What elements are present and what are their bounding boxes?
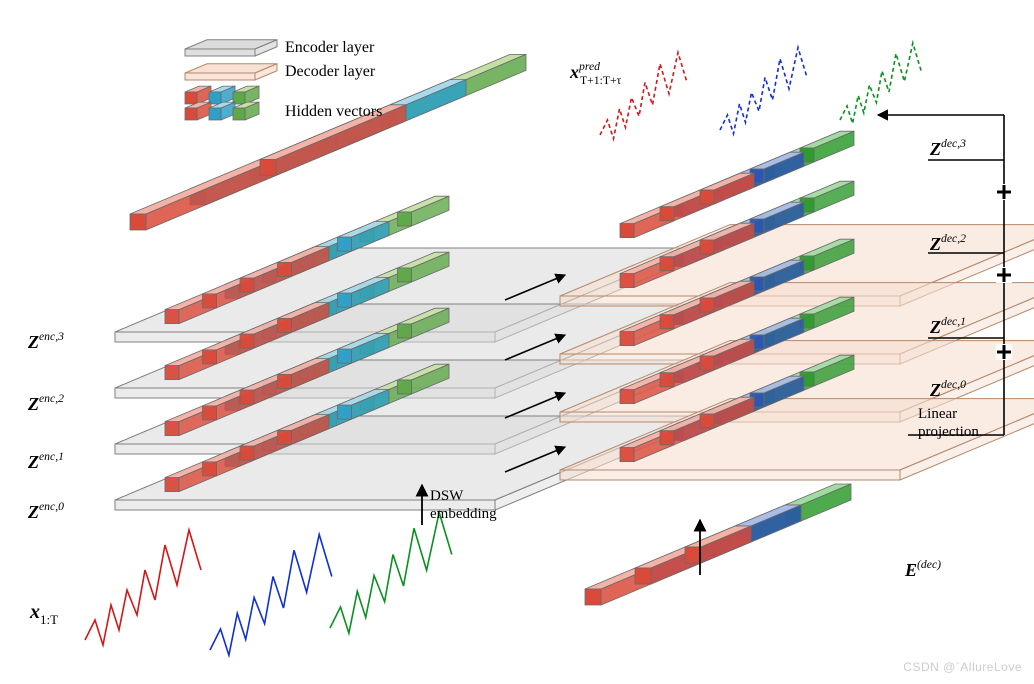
plus-node [996, 344, 1012, 360]
svg-text:x1:T: x1:T [29, 601, 58, 627]
svg-text:Zenc,0: Zenc,0 [27, 500, 64, 522]
plus-node [996, 267, 1012, 283]
svg-text:embedding: embedding [430, 506, 497, 522]
svg-text:Zenc,2: Zenc,2 [27, 392, 64, 414]
architecture-diagram: Encoder layer Decoder layer Hidden vectors… [0, 0, 1034, 684]
svg-text:Zdec,3: Zdec,3 [929, 137, 966, 159]
svg-text:Zenc,3: Zenc,3 [27, 330, 64, 352]
svg-text:xpredT+1:T+τ: xpredT+1:T+τ [569, 60, 622, 87]
svg-text:Hidden vectors: Hidden vectors [285, 103, 382, 120]
svg-text:Zenc,1: Zenc,1 [27, 450, 64, 472]
svg-text:Encoder layer: Encoder layer [285, 39, 375, 56]
svg-text:DSW: DSW [430, 488, 464, 504]
svg-text:Linear: Linear [918, 406, 957, 422]
plus-node [996, 184, 1012, 200]
svg-text:E(dec): E(dec) [904, 558, 941, 580]
svg-text:Decoder layer: Decoder layer [285, 63, 376, 80]
watermark: CSDN @`AllureLove [903, 660, 1022, 674]
svg-text:projection: projection [918, 424, 979, 440]
